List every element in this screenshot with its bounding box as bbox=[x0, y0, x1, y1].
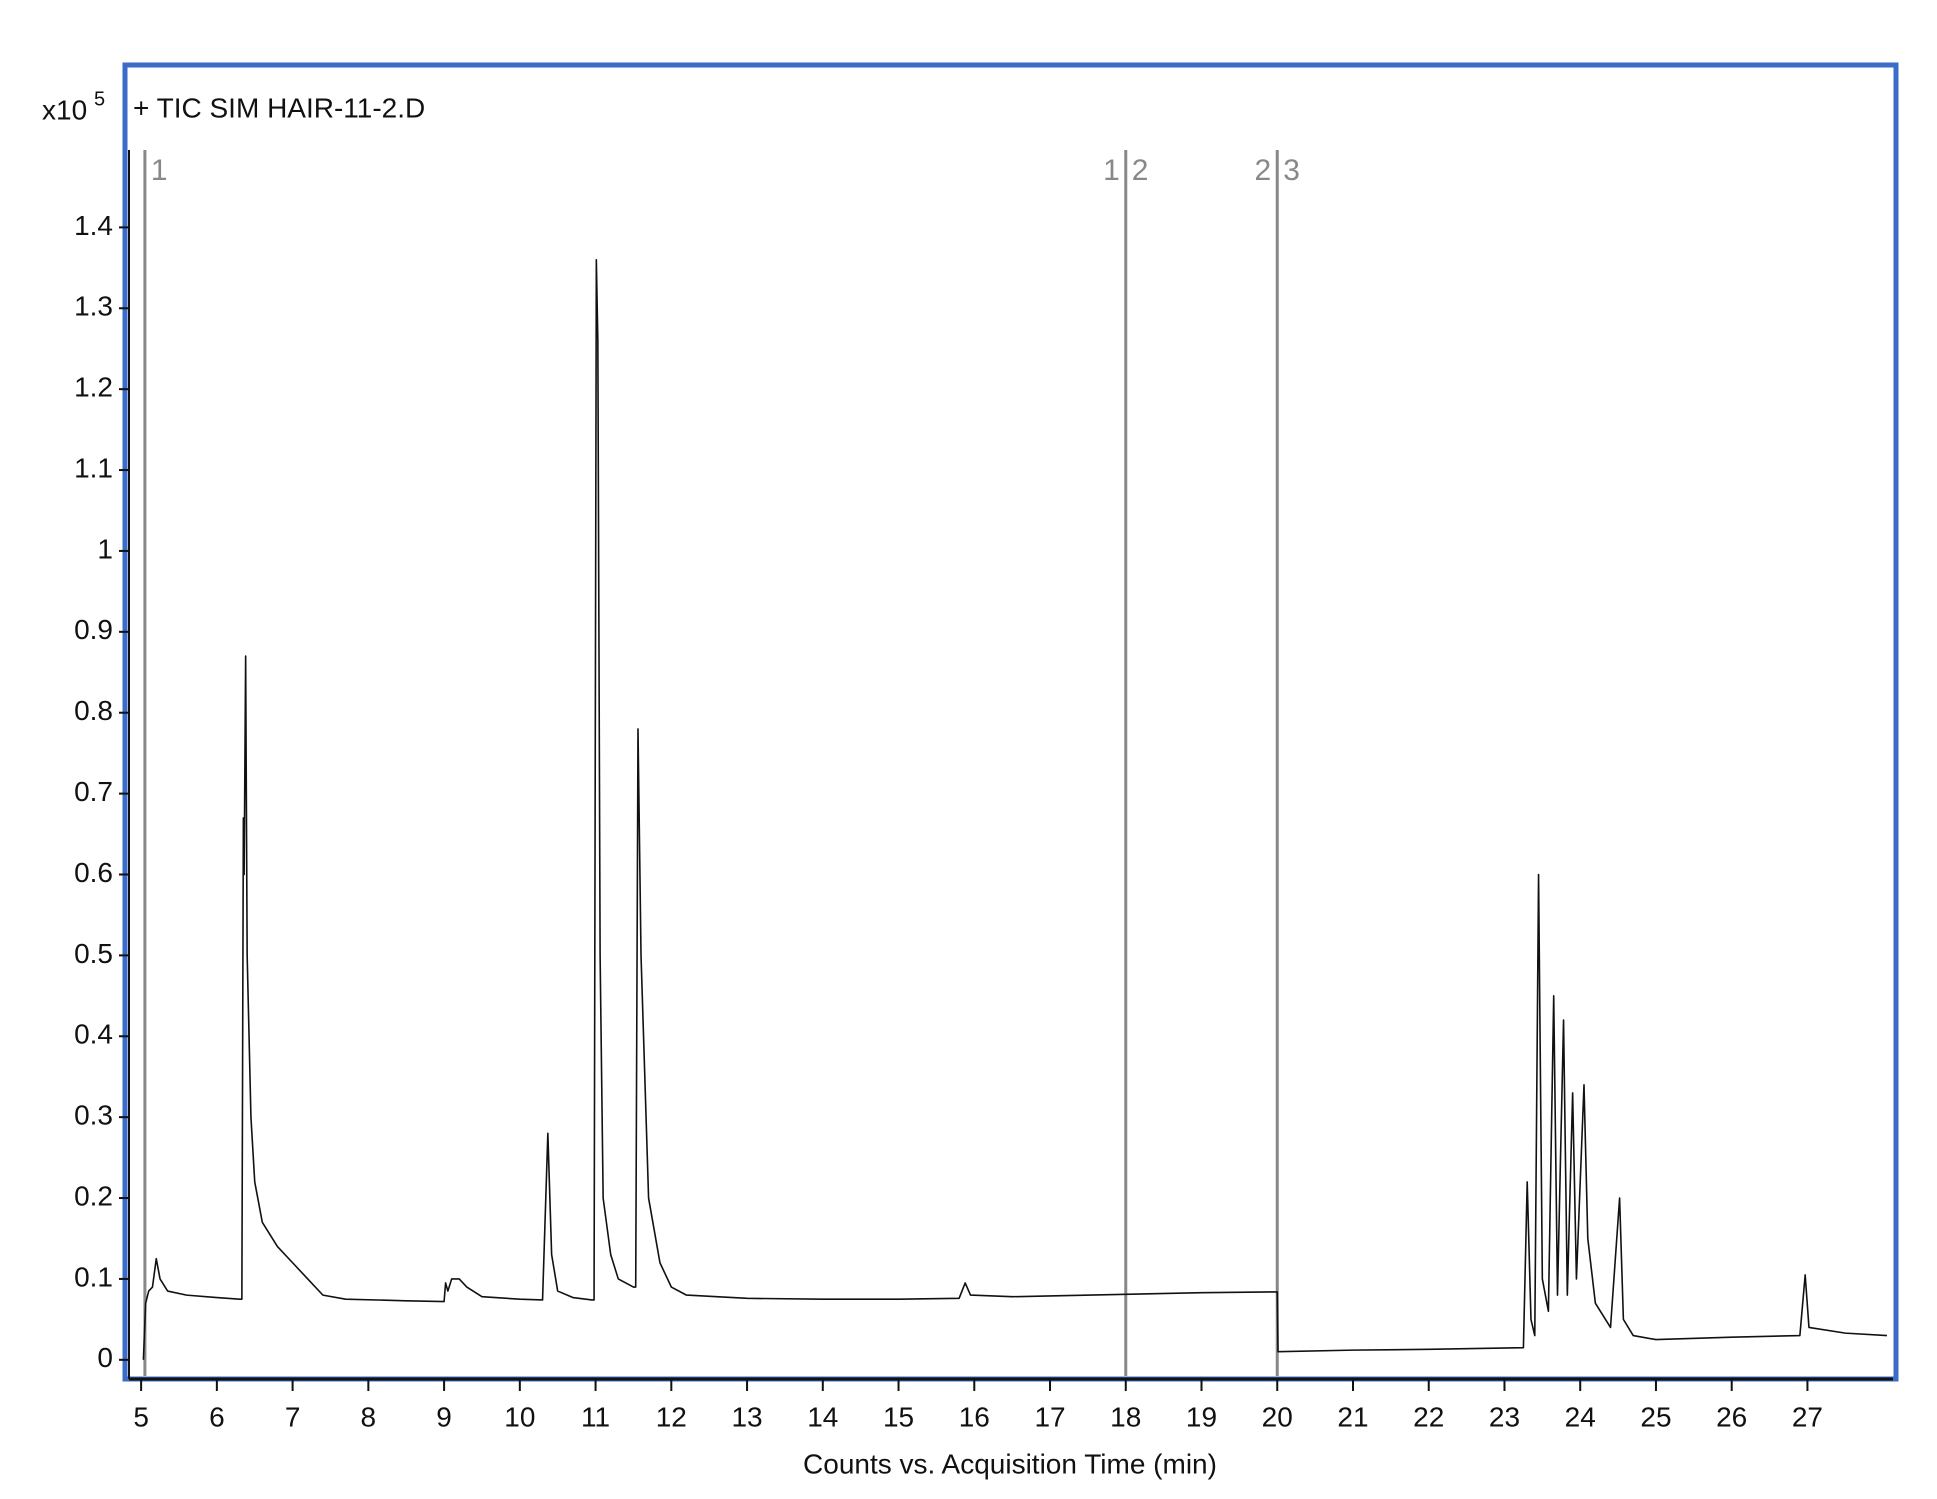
x-tick-label: 26 bbox=[1716, 1401, 1747, 1432]
x-tick-label: 7 bbox=[285, 1401, 301, 1432]
x-tick-label: 19 bbox=[1186, 1401, 1217, 1432]
y-tick-label: 0.9 bbox=[74, 614, 113, 645]
segment-label: 1 bbox=[151, 154, 168, 187]
x-tick-label: 17 bbox=[1034, 1401, 1065, 1432]
segment-label: 2 bbox=[1132, 154, 1149, 187]
y-multiplier: x10 bbox=[42, 94, 87, 125]
x-tick-label: 15 bbox=[883, 1401, 914, 1432]
y-tick-label: 0.1 bbox=[74, 1261, 113, 1292]
y-tick-label: 1.4 bbox=[74, 210, 113, 241]
x-tick-label: 13 bbox=[731, 1401, 762, 1432]
y-tick-label: 1.2 bbox=[74, 372, 113, 403]
segment-label: 3 bbox=[1283, 154, 1300, 187]
x-tick-label: 14 bbox=[807, 1401, 838, 1432]
x-axis-label: Counts vs. Acquisition Time (min) bbox=[803, 1448, 1217, 1479]
x-tick-label: 10 bbox=[504, 1401, 535, 1432]
y-tick-label: 0 bbox=[97, 1342, 113, 1373]
y-multiplier-exponent: 5 bbox=[94, 88, 105, 110]
y-tick-label: 1.3 bbox=[74, 291, 113, 322]
x-tick-label: 12 bbox=[656, 1401, 687, 1432]
x-tick-label: 8 bbox=[361, 1401, 377, 1432]
y-tick-label: 0.2 bbox=[74, 1180, 113, 1211]
plot-frame bbox=[122, 62, 1899, 1382]
x-tick-label: 5 bbox=[133, 1401, 149, 1432]
chart-title: + TIC SIM HAIR-11-2.D bbox=[133, 92, 425, 123]
x-tick-label: 27 bbox=[1792, 1401, 1823, 1432]
x-tick-label: 25 bbox=[1640, 1401, 1671, 1432]
x-tick-label: 22 bbox=[1413, 1401, 1444, 1432]
x-tick-label: 20 bbox=[1262, 1401, 1293, 1432]
y-tick-label: 0.7 bbox=[74, 776, 113, 807]
trace bbox=[142, 258, 1888, 1360]
x-tick-label: 9 bbox=[436, 1401, 452, 1432]
x-tick-label: 18 bbox=[1110, 1401, 1141, 1432]
x-tick-label: 21 bbox=[1337, 1401, 1368, 1432]
x-tick-label: 16 bbox=[959, 1401, 990, 1432]
segment-label: 1 bbox=[1103, 154, 1120, 187]
y-tick-label: 0.5 bbox=[74, 938, 113, 969]
segment-label: 2 bbox=[1255, 154, 1272, 187]
x-tick-label: 23 bbox=[1489, 1401, 1520, 1432]
y-tick-label: 1.1 bbox=[74, 452, 113, 483]
x-tick-label: 24 bbox=[1565, 1401, 1596, 1432]
x-tick-label: 11 bbox=[581, 1401, 610, 1432]
y-tick-label: 0.6 bbox=[74, 857, 113, 888]
y-tick-label: 1 bbox=[97, 533, 113, 564]
y-tick-label: 0.3 bbox=[74, 1100, 113, 1131]
y-tick-label: 0.4 bbox=[74, 1019, 113, 1050]
y-tick-label: 0.8 bbox=[74, 695, 113, 726]
x-tick-label: 6 bbox=[209, 1401, 225, 1432]
